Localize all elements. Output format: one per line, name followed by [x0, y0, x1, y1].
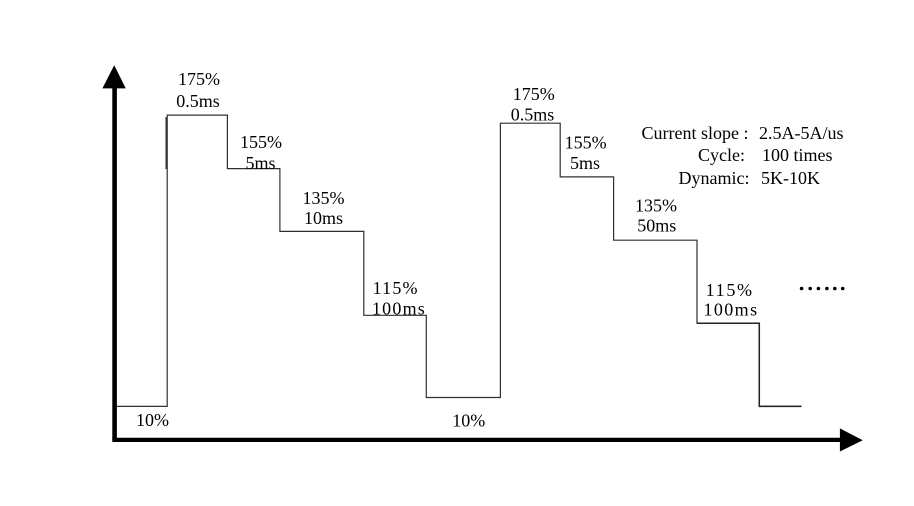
svg-text:135%: 135% — [303, 188, 345, 208]
svg-text:115%: 115% — [373, 278, 419, 298]
svg-text:10ms: 10ms — [304, 208, 343, 228]
svg-text:Current slope :: Current slope : — [642, 123, 749, 143]
svg-text:155%: 155% — [240, 132, 282, 152]
svg-text:155%: 155% — [565, 132, 607, 152]
svg-text:Cycle:: Cycle: — [698, 145, 745, 165]
svg-text:50ms: 50ms — [637, 216, 676, 236]
svg-text:2.5A-5A/us: 2.5A-5A/us — [759, 123, 844, 143]
svg-text:0.5ms: 0.5ms — [176, 91, 220, 111]
svg-text:Dynamic:: Dynamic: — [679, 168, 750, 188]
svg-text:10%: 10% — [136, 410, 169, 430]
svg-text:5K-10K: 5K-10K — [761, 168, 820, 188]
svg-text:135%: 135% — [635, 196, 677, 216]
svg-text:0.5ms: 0.5ms — [511, 104, 555, 124]
svg-text:5ms: 5ms — [245, 153, 275, 173]
svg-text:100ms: 100ms — [372, 299, 426, 319]
svg-text:175%: 175% — [178, 69, 220, 89]
svg-text:10%: 10% — [452, 410, 485, 430]
svg-text:100ms: 100ms — [703, 299, 758, 319]
svg-text:115%: 115% — [706, 280, 754, 300]
svg-text:175%: 175% — [513, 84, 555, 104]
svg-text:100 times: 100 times — [762, 145, 833, 165]
svg-text:5ms: 5ms — [570, 153, 600, 173]
